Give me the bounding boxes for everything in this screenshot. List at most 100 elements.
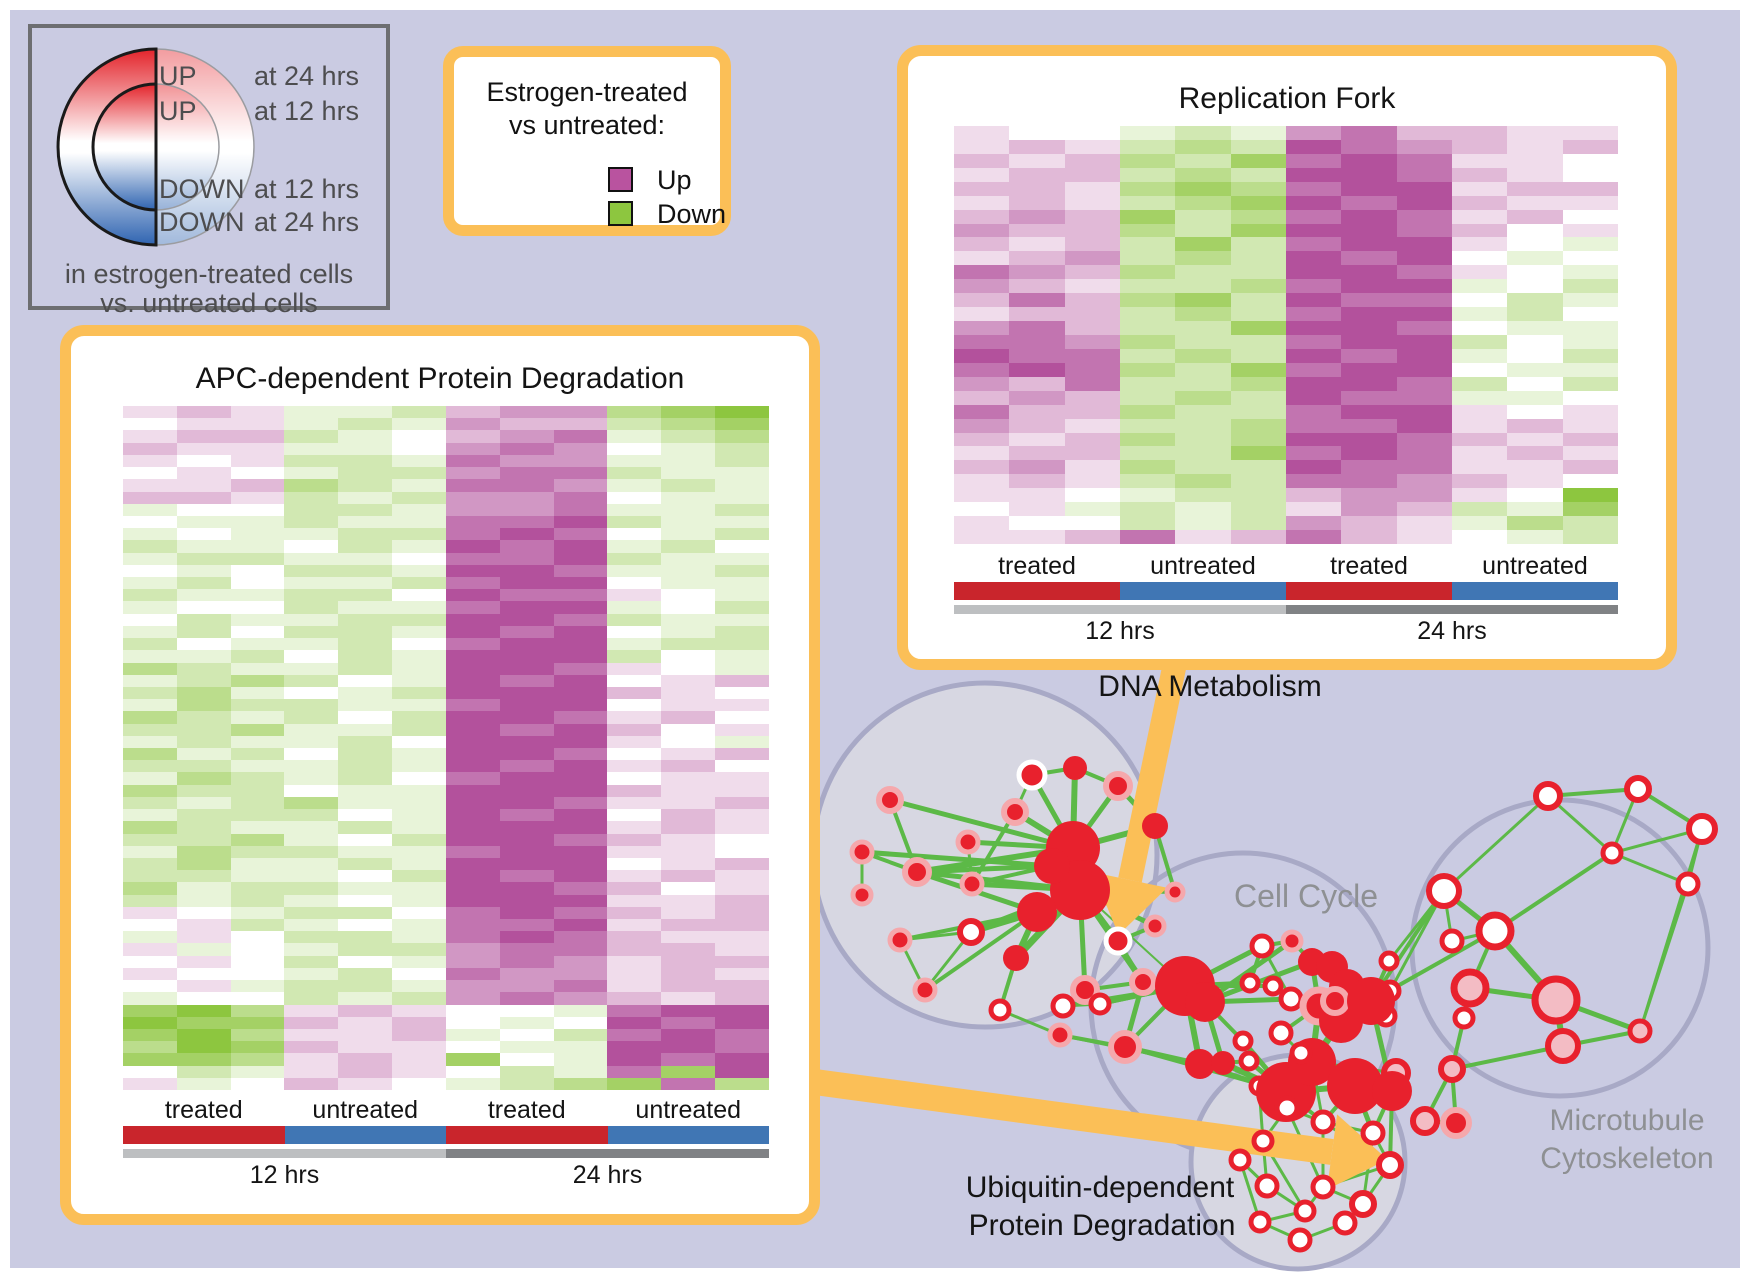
heatmap-cell [954, 307, 1010, 322]
network-node [1164, 881, 1186, 903]
up-label: Up [657, 165, 692, 195]
heatmap-cell [1175, 376, 1231, 391]
heatmap-cell [661, 674, 716, 687]
heatmap-cell [445, 406, 500, 419]
network-node [1239, 972, 1261, 994]
heatmap-cell [715, 821, 769, 834]
network-edge [1442, 794, 1550, 893]
heatmap-cell [338, 479, 393, 492]
apc-heatmap-grid [123, 406, 769, 1090]
heatmap-cell [392, 589, 446, 602]
heatmap-cell [1341, 126, 1397, 140]
heatmap-cell [607, 748, 662, 761]
heatmap-cell [284, 760, 339, 773]
heatmap-cell [392, 784, 446, 797]
heatmap-cell [954, 195, 1010, 210]
heatmap-cell [445, 442, 500, 455]
network-node [1088, 992, 1112, 1016]
treatment-group-label: treated [1330, 552, 1408, 580]
heatmap-cell [230, 711, 285, 724]
heatmap-cell [715, 601, 769, 614]
heatmap-cell [1341, 474, 1397, 489]
heatmap-cell [1562, 502, 1618, 517]
heatmap-cell [553, 955, 608, 968]
heatmap-cell [176, 931, 231, 944]
heatmap-cell [1230, 446, 1286, 461]
heatmap-cell [954, 167, 1010, 182]
heatmap-cell [661, 577, 716, 590]
heatmap-cell [445, 699, 500, 712]
heatmap-cell [1451, 530, 1508, 544]
heatmap-cell [499, 442, 554, 455]
heatmap-cell [1064, 432, 1120, 447]
timepoint-bar [954, 605, 1286, 614]
heatmap-cell [607, 467, 662, 480]
heatmap-cell [1285, 432, 1342, 447]
heatmap-cell [1119, 460, 1176, 475]
heatmap-cell [1396, 362, 1452, 377]
heatmap-cell [123, 845, 177, 858]
heatmap-cell [607, 711, 662, 724]
heatmap-cell [661, 638, 716, 651]
heatmap-cell [284, 577, 339, 590]
heatmap-cell [123, 540, 177, 553]
heatmap-cell [445, 430, 500, 443]
heatmap-cell [661, 735, 716, 748]
heatmap-cell [607, 418, 662, 431]
heatmap-cell [1396, 321, 1452, 335]
heatmap-cell [1507, 237, 1563, 252]
heatmap-cell [392, 980, 446, 993]
heatmap-cell [1562, 446, 1618, 461]
treatment-group-label: untreated [1150, 552, 1256, 580]
heatmap-cell [553, 674, 608, 687]
heatmap-cell [1562, 307, 1618, 322]
heatmap-cell [1285, 293, 1342, 308]
heatmap-cell [1230, 516, 1286, 531]
heatmap-cell [1396, 167, 1452, 182]
heatmap-cell [954, 432, 1010, 447]
network-node [1378, 950, 1400, 972]
heatmap-cell [338, 857, 393, 871]
heatmap-cell [445, 711, 500, 724]
heatmap-cell [661, 467, 716, 480]
heatmap-cell [499, 406, 554, 419]
heatmap-cell [1119, 335, 1176, 349]
heatmap-cell [1451, 279, 1508, 294]
heatmap-cell [230, 1077, 285, 1090]
heatmap-cell [499, 833, 554, 846]
heatmap-cell [392, 1053, 446, 1066]
heatmap-cell [1119, 251, 1176, 266]
heatmap-cell [392, 821, 446, 834]
heatmap-cell [230, 650, 285, 663]
heatmap-cell [284, 980, 339, 993]
heatmap-cell [445, 906, 500, 919]
heatmap-cell [661, 943, 716, 956]
ring-inner-left [91, 82, 158, 212]
heatmap-cell [1396, 251, 1452, 266]
heatmap-cell [1285, 418, 1342, 433]
heatmap-cell [1562, 460, 1618, 475]
heatmap-cell [338, 748, 393, 761]
heatmap-cell [607, 442, 662, 455]
heatmap-cell [1285, 404, 1342, 419]
heatmap-cell [1507, 432, 1563, 447]
heatmap-cell [607, 967, 662, 981]
heatmap-cell [176, 906, 231, 919]
heatmap-cell [284, 442, 339, 455]
heatmap-cell [1562, 474, 1618, 489]
heatmap-cell [338, 711, 393, 724]
heatmap-cell [1285, 474, 1342, 489]
treatment-color-bar [284, 1126, 446, 1144]
heatmap-cell [1009, 293, 1065, 308]
heatmap-cell [661, 906, 716, 919]
heatmap-cell [123, 1028, 177, 1042]
heatmap-cell [1451, 348, 1508, 363]
heatmap-cell [499, 515, 554, 529]
heatmap-cell [392, 503, 446, 516]
heatmap-cell [1009, 488, 1065, 503]
heatmap-cell [499, 564, 554, 577]
heatmap-cell [1230, 376, 1286, 391]
heatmap-cell [230, 870, 285, 883]
heatmap-cell [1507, 376, 1563, 391]
